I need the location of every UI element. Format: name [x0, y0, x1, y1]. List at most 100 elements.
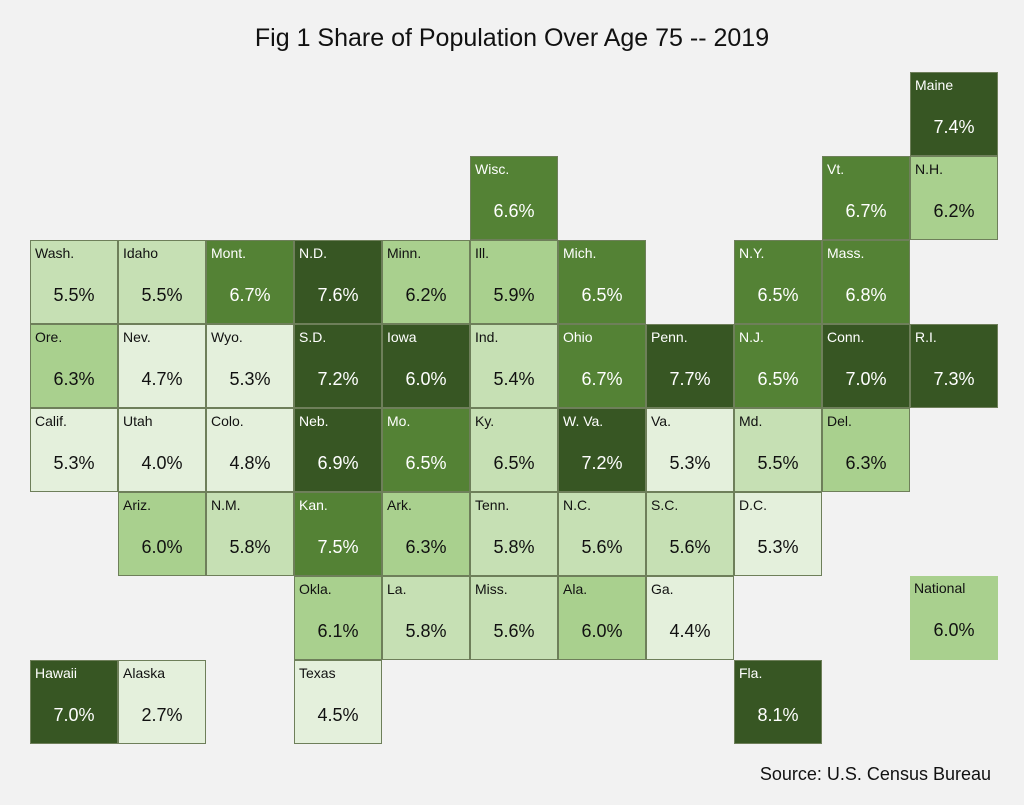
tile-value-label: 6.7% [229, 285, 271, 305]
tile-n-y: N.Y. 6.5% [734, 240, 822, 324]
tile-value-label: 5.3% [229, 369, 271, 389]
tile-value-label: 6.5% [581, 285, 623, 305]
tile-state-label: Wyo. [211, 329, 243, 345]
tile-value-label: 7.7% [669, 369, 711, 389]
tile-value-label: 5.3% [757, 537, 799, 557]
tile-state-label: Tenn. [475, 497, 510, 513]
tile-colo: Colo. 4.8% [206, 408, 294, 492]
tile-mo: Mo. 6.5% [382, 408, 470, 492]
tile-value-label: 4.5% [317, 705, 359, 725]
tile-r-i: R.I. 7.3% [910, 324, 998, 408]
tile-mont: Mont. 6.7% [206, 240, 294, 324]
tile-nev: Nev. 4.7% [118, 324, 206, 408]
tile-value-label: 6.5% [405, 453, 447, 473]
tile-state-label: Mich. [563, 245, 597, 261]
tile-state-label: Maine [915, 77, 954, 93]
tile-value-label: 6.2% [405, 285, 447, 305]
tile-state-label: Calif. [35, 413, 67, 429]
chart-title: Fig 1 Share of Population Over Age 75 --… [254, 24, 770, 52]
tile-n-m: N.M. 5.8% [206, 492, 294, 576]
tile-state-label: Idaho [123, 245, 159, 261]
tile-value-label: 5.8% [405, 621, 447, 641]
tile-value-label: 8.1% [757, 705, 799, 725]
tile-value-label: 6.3% [53, 369, 95, 389]
tile-state-label: Kan. [299, 497, 328, 513]
tile-state-label: Del. [827, 413, 852, 429]
tile-fla: Fla. 8.1% [734, 660, 822, 744]
tile-value-label: 6.0% [933, 620, 975, 640]
tile-state-label: Okla. [299, 581, 332, 597]
tile-ore: Ore. 6.3% [30, 324, 118, 408]
tile-state-label: Iowa [387, 329, 417, 345]
tile-state-label: Ala. [563, 581, 588, 597]
tile-state-label: Miss. [475, 581, 508, 597]
tile-state-label: S.D. [299, 329, 327, 345]
tile-ohio: Ohio 6.7% [558, 324, 646, 408]
tile-value-label: 7.0% [845, 369, 887, 389]
tile-value-label: 7.6% [317, 285, 359, 305]
tile-state-label: Ark. [387, 497, 412, 513]
tile-state-label: Mo. [387, 413, 411, 429]
tile-value-label: 6.9% [317, 453, 359, 473]
tile-value-label: 6.5% [757, 369, 799, 389]
tile-wyo: Wyo. 5.3% [206, 324, 294, 408]
tile-value-label: 5.3% [669, 453, 711, 473]
tile-value-label: 5.5% [757, 453, 799, 473]
tile-neb: Neb. 6.9% [294, 408, 382, 492]
tile-value-label: 6.0% [141, 537, 183, 557]
tile-value-label: 5.3% [53, 453, 95, 473]
tile-miss: Miss. 5.6% [470, 576, 558, 660]
tile-value-label: 7.4% [933, 117, 975, 137]
tile-value-label: 5.6% [493, 621, 535, 641]
tile-state-label: Mass. [827, 245, 865, 261]
tile-value-label: 5.4% [493, 369, 535, 389]
tile-state-label: La. [387, 581, 407, 597]
tile-value-label: 7.5% [317, 537, 359, 557]
tile-state-label: Vt. [827, 161, 845, 177]
tile-state-label: Wisc. [475, 161, 510, 177]
tile-value-label: 6.0% [405, 369, 447, 389]
tile-state-label: Ky. [475, 413, 495, 429]
tile-state-label: Mont. [211, 245, 247, 261]
tile-state-label: Ga. [651, 581, 674, 597]
tile-state-label: Ariz. [123, 497, 151, 513]
tile-state-label: Nev. [123, 329, 151, 345]
tile-w-va: W. Va. 7.2% [558, 408, 646, 492]
tile-state-label: Neb. [299, 413, 329, 429]
tile-state-label: N.M. [211, 497, 241, 513]
tile-value-label: 6.6% [493, 201, 535, 221]
tile-n-c: N.C. 5.6% [558, 492, 646, 576]
tile-state-label: Texas [299, 665, 336, 681]
tile-value-label: 5.9% [493, 285, 535, 305]
tile-state-label: N.J. [739, 329, 764, 345]
tile-maine: Maine 7.4% [910, 72, 998, 156]
tile-kan: Kan. 7.5% [294, 492, 382, 576]
tile-value-label: 6.3% [845, 453, 887, 473]
tile-state-label: Alaska [123, 665, 166, 681]
tile-s-d: S.D. 7.2% [294, 324, 382, 408]
tile-wisc: Wisc. 6.6% [470, 156, 558, 240]
tile-value-label: 6.8% [845, 285, 887, 305]
tile-state-label: Ohio [563, 329, 593, 345]
tile-alaska: Alaska 2.7% [118, 660, 206, 744]
tile-n-d: N.D. 7.6% [294, 240, 382, 324]
tile-value-label: 5.8% [493, 537, 535, 557]
tile-state-label: Md. [739, 413, 763, 429]
tile-state-label: Penn. [651, 329, 688, 345]
tile-ala: Ala. 6.0% [558, 576, 646, 660]
tile-value-label: 6.0% [581, 621, 623, 641]
tile-value-label: 7.3% [933, 369, 975, 389]
tile-ga: Ga. 4.4% [646, 576, 734, 660]
tile-mich: Mich. 6.5% [558, 240, 646, 324]
tile-iowa: Iowa 6.0% [382, 324, 470, 408]
tile-value-label: 5.6% [581, 537, 623, 557]
tile-md: Md. 5.5% [734, 408, 822, 492]
tile-hawaii: Hawaii 7.0% [30, 660, 118, 744]
tile-utah: Utah 4.0% [118, 408, 206, 492]
tile-state-label: Fla. [739, 665, 763, 681]
tile-value-label: 4.0% [141, 453, 183, 473]
tile-state-label: Utah [123, 413, 153, 429]
tile-calif: Calif. 5.3% [30, 408, 118, 492]
tile-va: Va. 5.3% [646, 408, 734, 492]
